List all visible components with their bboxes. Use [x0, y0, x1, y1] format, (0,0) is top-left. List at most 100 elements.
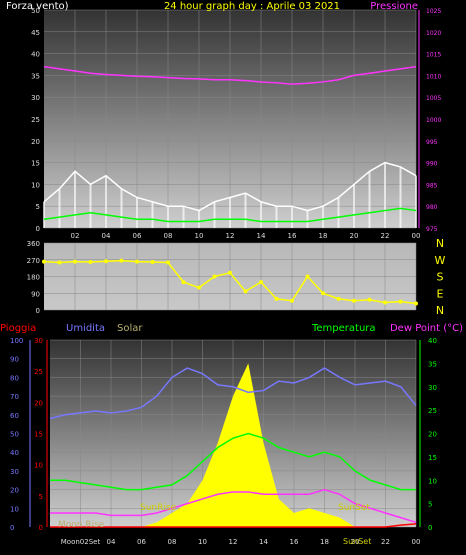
wind-tick-label: 15 [31, 160, 40, 168]
compass-label: E [437, 287, 444, 300]
direction-point [367, 297, 372, 302]
axis-labels: 0510152025303540455097598098599099510001… [10, 7, 446, 546]
pressure-tick-label: 1000 [426, 117, 441, 124]
wind-x-tick-label: 16 [288, 232, 297, 240]
temp-tick-label: 35 [428, 360, 437, 368]
humidity-line [49, 367, 417, 420]
pressure-tick-label: 1010 [426, 73, 441, 80]
temp-tick-label: 5 [428, 501, 432, 509]
wind-x-tick-label: 02 [71, 232, 80, 240]
solar-label: Solar [117, 323, 143, 334]
temp-tick-label: 20 [428, 431, 437, 439]
direction-point [57, 260, 62, 265]
direction-point [73, 259, 77, 264]
chart-title: 24 hour graph day : Aprile 03 2021 [164, 1, 340, 12]
weather-x-tick-label: 06 [137, 538, 146, 546]
humidity-label: Umidita [66, 323, 105, 334]
direction-point [321, 291, 325, 296]
wind-tick-label: 45 [31, 29, 40, 37]
wind-tick-label: 25 [31, 116, 40, 124]
direction-point [197, 285, 201, 290]
wind-tick-label: 35 [31, 72, 40, 80]
weather-x-tick-label: 10 [198, 538, 207, 546]
wind-x-tick-label: 00 [412, 232, 421, 240]
compass-label: S [437, 271, 444, 284]
rain-label: Pioggia [0, 323, 36, 334]
pressure-tick-label: 990 [426, 161, 438, 168]
wind-x-tick-label: 20 [350, 232, 359, 240]
humidity-tick-label: 40 [10, 449, 19, 457]
direction-tick-label: 270 [27, 257, 40, 265]
compass-label: W [435, 254, 446, 267]
wind-x-tick-label: 22 [381, 232, 390, 240]
humidity-tick-label: 80 [10, 374, 19, 382]
wind-tick-label: 30 [31, 94, 40, 102]
humidity-tick-label: 100 [10, 337, 23, 345]
direction-point [42, 259, 46, 264]
pressure-tick-label: 1015 [426, 52, 441, 59]
pressure-tick-label: 980 [426, 204, 438, 211]
direction-tick-label: 0 [36, 307, 40, 315]
wind-tick-label: 20 [31, 138, 40, 146]
direction-point [166, 260, 170, 265]
direction-tick-label: 90 [31, 290, 40, 298]
data-marks [42, 65, 418, 528]
wind-tick-label: 5 [36, 203, 40, 211]
wind-x-tick-label: 14 [257, 232, 266, 240]
wind-tick-label: 10 [31, 181, 40, 189]
rain-tick-label: 25 [34, 368, 43, 376]
temperature-label: Temperatura [311, 323, 376, 334]
direction-point [274, 296, 279, 301]
direction-point [352, 298, 356, 303]
pressure-label: Pressione [370, 1, 418, 12]
sun-set-annotation: SunSet [338, 503, 370, 513]
humidity-tick-label: 50 [10, 431, 19, 439]
temp-tick-label: 40 [428, 337, 437, 345]
rain-tick-label: 30 [34, 337, 43, 345]
rain-tick-label: 10 [34, 462, 43, 470]
direction-tick-label: 180 [27, 274, 40, 282]
temp-tick-label: 25 [428, 407, 437, 415]
pressure-tick-label: 985 [426, 182, 438, 189]
temp-tick-label: 10 [428, 477, 437, 485]
direction-point [243, 289, 248, 294]
temperature-line [50, 432, 416, 491]
dewpoint-line [50, 488, 417, 524]
pressure-tick-label: 995 [426, 139, 438, 146]
weather-x-tick-label: 08 [168, 538, 177, 546]
direction-point [414, 301, 418, 306]
direction-point [383, 300, 387, 305]
direction-point [150, 259, 155, 264]
rain-tick-label: 15 [34, 431, 43, 439]
rain-tick-label: 5 [39, 493, 43, 501]
pressure-line [43, 65, 417, 85]
temp-tick-label: 15 [428, 454, 437, 462]
weather-x-tick-label: 20 [351, 538, 360, 546]
direction-point [119, 258, 124, 263]
humidity-tick-label: 20 [10, 487, 19, 495]
humidity-tick-label: 0 [10, 524, 14, 532]
humidity-tick-label: 90 [10, 356, 19, 364]
weather-x-tick-label: 22 [381, 538, 390, 546]
rain-line [50, 523, 417, 528]
direction-point [135, 259, 139, 264]
weather-x-tick-label: Moon02Set [61, 538, 101, 546]
sun-rise-annotation: SunRise [140, 503, 177, 513]
wind-label: Forza vento) [6, 1, 69, 12]
direction-point [398, 299, 403, 304]
direction-tick-label: 360 [27, 240, 40, 248]
pressure-tick-label: 1020 [426, 30, 441, 37]
direction-point [228, 270, 232, 275]
weather-x-tick-label: 04 [107, 538, 116, 546]
wind-x-tick-label: 18 [319, 232, 328, 240]
wind-x-tick-label: 12 [226, 232, 235, 240]
direction-point [336, 296, 341, 301]
temp-tick-label: 30 [428, 384, 437, 392]
weather-x-tick-label: 14 [259, 538, 268, 546]
wind-x-tick-label: 06 [133, 232, 142, 240]
direction-point [104, 259, 108, 264]
wind-tick-label: 40 [31, 51, 40, 59]
wind-tick-label: 50 [31, 7, 40, 15]
humidity-tick-label: 30 [10, 468, 19, 476]
